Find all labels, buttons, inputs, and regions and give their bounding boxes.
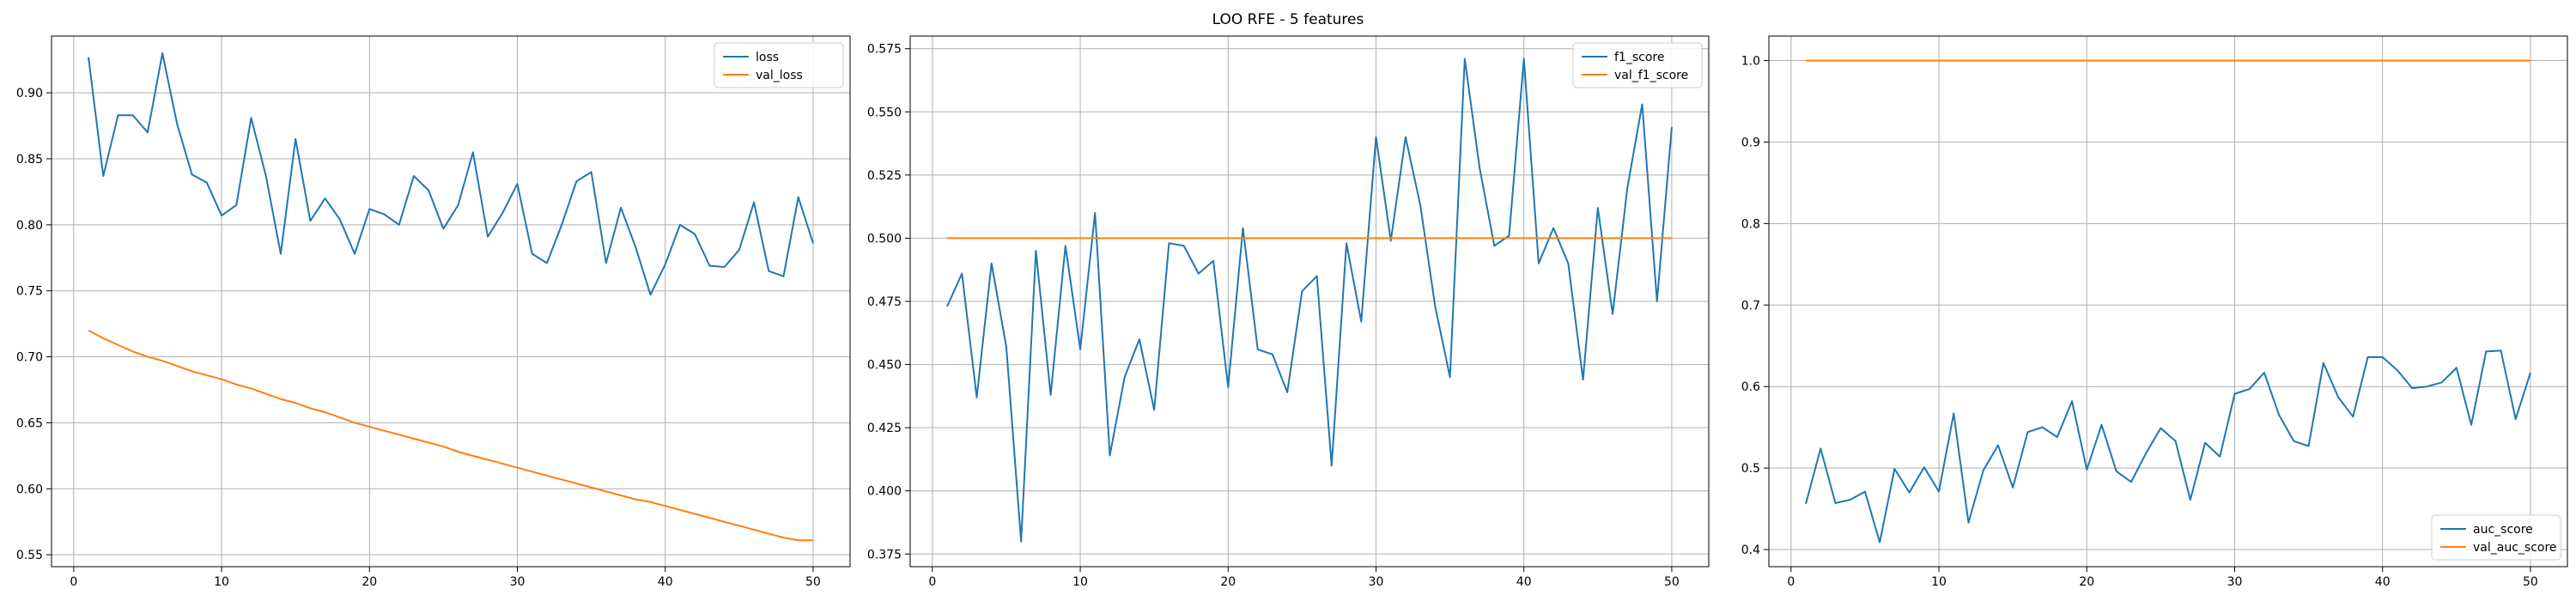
series-line-f1_score <box>946 58 1673 543</box>
x-tick-label: 30 <box>510 575 526 589</box>
chart-panel-2: 0 10 20 30 40 50 0.375 0.400 0.425 0.450 0.475 0.50… <box>867 35 1710 589</box>
y-tick-label: 0.90 <box>16 87 43 100</box>
x-tick-label: 40 <box>658 575 673 589</box>
y-tick-label: 0.7 <box>1741 299 1760 313</box>
legend-label-val_f1_score: val_f1_score <box>1614 69 1688 82</box>
legend-label-auc_score: auc_score <box>2473 523 2533 537</box>
y-tick-label: 0.8 <box>1741 217 1760 231</box>
legend: loss val_loss <box>714 42 844 88</box>
y-tick-label: 0.450 <box>867 359 902 373</box>
x-tick-label: 50 <box>1664 575 1680 589</box>
axes-frame <box>51 35 851 568</box>
series-line-val_loss <box>88 329 813 542</box>
y-tick-label: 0.550 <box>867 106 902 119</box>
legend: auc_score val_auc_score <box>2431 514 2561 561</box>
y-tick-label: 0.375 <box>867 548 902 562</box>
chart-panel-3: 0 10 20 30 40 50 0.4 0.5 0.6 0.7 0.8 0.9 1.0 auc_scor… <box>1741 35 2568 589</box>
figure-title: LOO RFE - 5 features <box>1212 11 1364 28</box>
y-tick-label: 0.525 <box>867 169 902 183</box>
series-line-loss <box>88 52 814 296</box>
x-tick-label: 20 <box>361 575 377 589</box>
y-tick-label: 0.400 <box>867 485 902 499</box>
series-line-auc_score <box>1805 349 2531 543</box>
x-tick-label: 0 <box>70 575 77 589</box>
chart-panel-1: 0 10 20 30 40 50 0.55 0.60 0.65 0.70 0.75 0.80 0.85 0… <box>16 35 851 589</box>
x-tick-label: 20 <box>2079 575 2094 589</box>
y-tick-label: 1.0 <box>1741 54 1760 68</box>
y-tick-label: 0.4 <box>1741 543 1760 557</box>
legend-box <box>714 42 844 88</box>
legend-label-val_loss: val_loss <box>756 69 803 82</box>
y-tick-label: 0.65 <box>16 416 43 430</box>
legend-box <box>2431 514 2561 561</box>
x-tick-label: 30 <box>1369 575 1384 589</box>
x-tick-label: 20 <box>1220 575 1236 589</box>
y-tick-label: 0.60 <box>16 483 43 496</box>
x-tick-label: 10 <box>1931 575 1947 589</box>
y-tick-label: 0.500 <box>867 232 902 246</box>
y-tick-label: 0.85 <box>16 153 43 167</box>
x-tick-label: 50 <box>805 575 821 589</box>
y-tick-label: 0.75 <box>16 285 43 299</box>
legend-box <box>1572 42 1703 88</box>
legend-label-loss: loss <box>756 51 779 64</box>
y-tick-label: 0.9 <box>1741 136 1760 149</box>
y-tick-label: 0.575 <box>867 43 902 57</box>
y-tick-label: 0.425 <box>867 422 902 435</box>
y-tick-label: 0.475 <box>867 295 902 309</box>
y-tick-label: 0.80 <box>16 219 43 233</box>
x-tick-label: 30 <box>2227 575 2243 589</box>
legend-label-val_auc_score: val_auc_score <box>2473 541 2557 555</box>
axes-frame <box>1768 35 2568 568</box>
x-tick-label: 10 <box>214 575 229 589</box>
x-tick-label: 0 <box>928 575 936 589</box>
legend: f1_score val_f1_score <box>1572 42 1703 88</box>
y-tick-label: 0.55 <box>16 549 43 562</box>
x-tick-label: 40 <box>2375 575 2391 589</box>
x-tick-label: 10 <box>1072 575 1088 589</box>
x-tick-label: 40 <box>1516 575 1532 589</box>
y-tick-label: 0.6 <box>1741 380 1760 394</box>
x-tick-label: 0 <box>1787 575 1795 589</box>
x-tick-label: 50 <box>2523 575 2538 589</box>
y-tick-label: 0.5 <box>1741 462 1760 476</box>
y-tick-label: 0.70 <box>16 351 43 365</box>
legend-label-f1_score: f1_score <box>1614 51 1664 64</box>
